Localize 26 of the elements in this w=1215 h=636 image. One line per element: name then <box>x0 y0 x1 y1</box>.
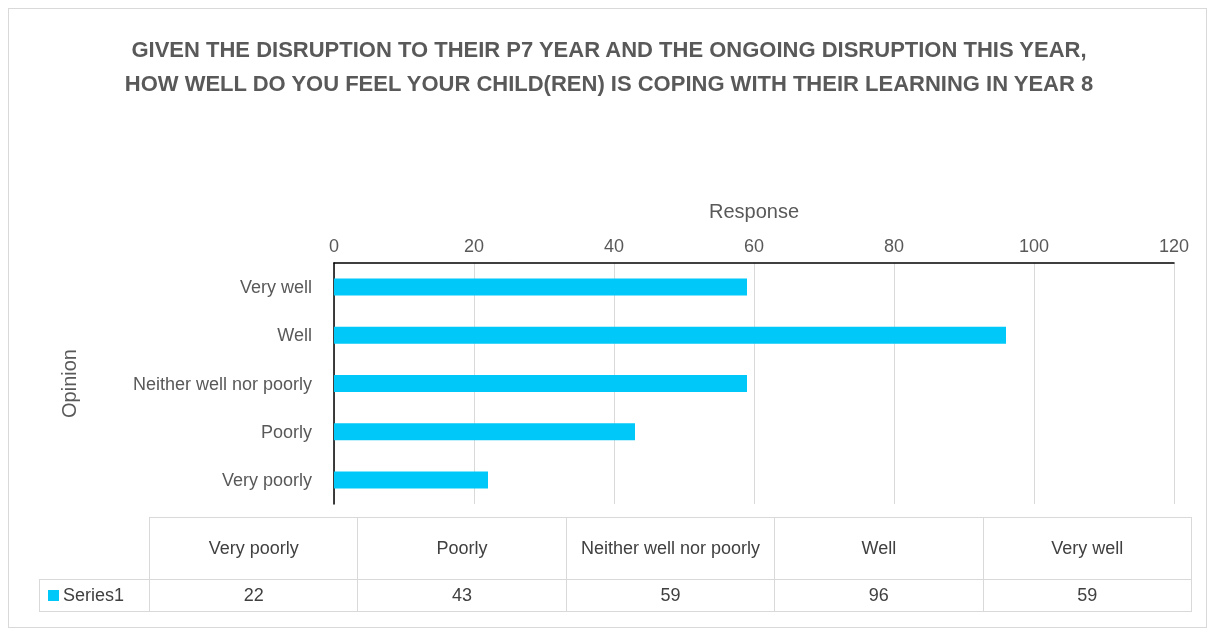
text: 96 <box>868 585 889 605</box>
category-label: Very well <box>1051 538 1124 558</box>
text: 59 <box>660 585 681 605</box>
category-label: Very poorly <box>208 538 299 558</box>
text: 59 <box>1077 585 1098 605</box>
category-label: Poorly <box>436 538 488 558</box>
x-tick-label: 100 <box>1018 236 1050 256</box>
category-label: Well <box>861 538 897 558</box>
y-tick-label: Very well <box>239 277 312 298</box>
x-tick-label: 120 <box>1158 236 1190 256</box>
y-tick-label: Well <box>277 325 312 346</box>
x-tick-label: 20 <box>463 236 485 256</box>
y-tick-label: Neither well nor poorly <box>132 373 312 394</box>
text: 22 <box>243 585 264 605</box>
x-axis-title: Response <box>708 200 800 222</box>
x-tick-label: 60 <box>743 236 765 256</box>
y-tick-label: Very poorly <box>221 469 312 490</box>
text: 43 <box>452 585 473 605</box>
x-tick-label: 40 <box>603 236 625 256</box>
y-tick-label: Poorly <box>260 421 312 442</box>
category-label: Neither well nor poorly <box>580 538 761 558</box>
legend-label: Series1 <box>39 579 150 612</box>
x-tick-label: 80 <box>883 236 905 256</box>
y-axis-title: Opinion <box>58 349 80 418</box>
x-tick-label: 0 <box>328 236 340 256</box>
chart-title: GIVEN THE DISRUPTION TO THEIR P7 YEAR AND THE ONGOING DISRUPTION THIS YEAR, HOW WELL DO YOU FEEL YOUR CHILD(REN) IS COPING WITH THEIR LEARNING IN YEAR 8 <box>123 36 1095 98</box>
